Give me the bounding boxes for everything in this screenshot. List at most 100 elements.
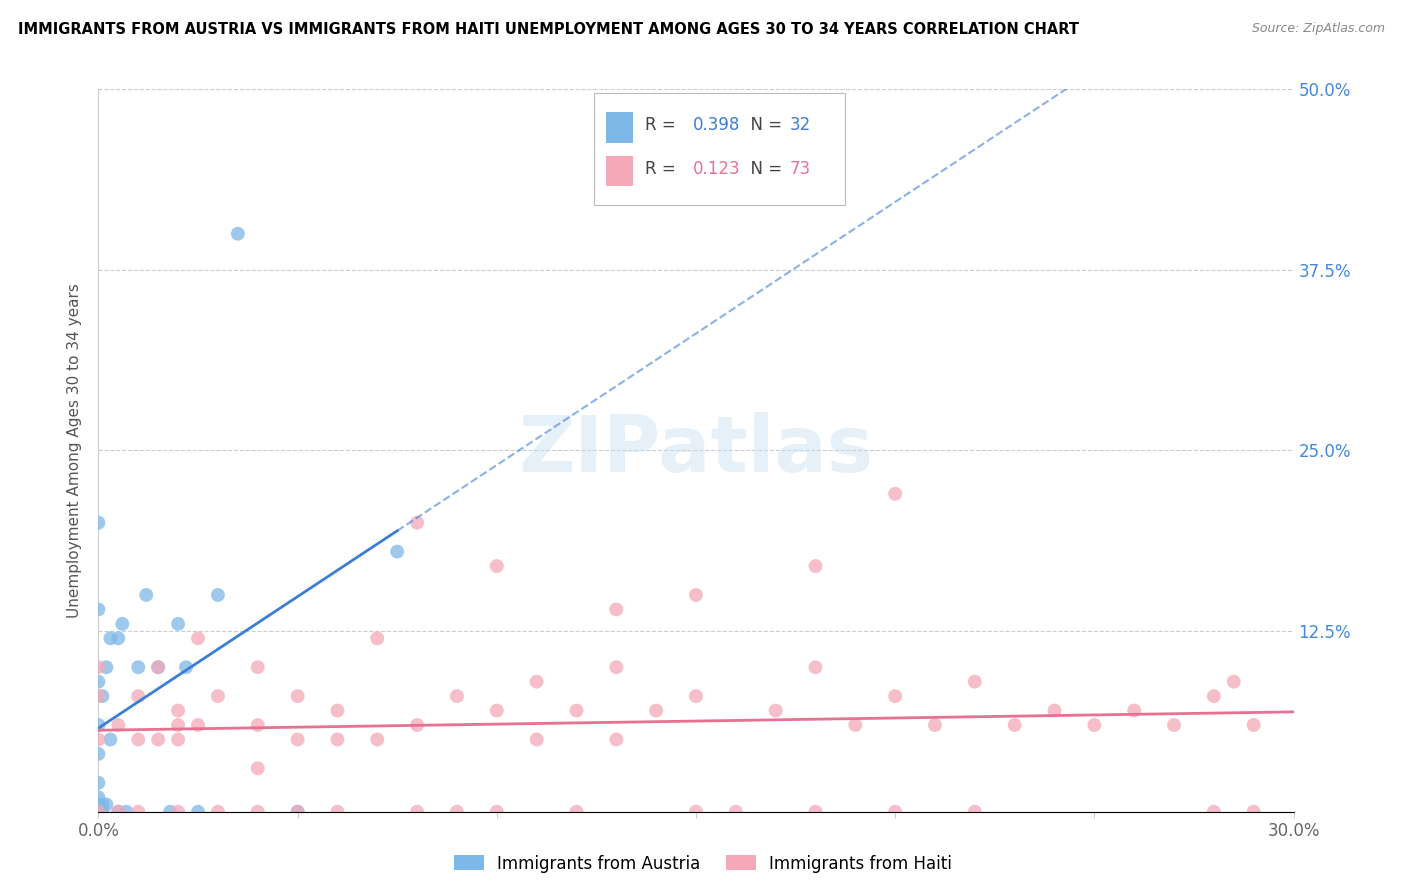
- Point: [565, 805, 588, 819]
- Point: [87, 516, 110, 530]
- Point: [87, 747, 110, 761]
- Point: [167, 704, 190, 718]
- Point: [605, 732, 627, 747]
- Point: [246, 660, 269, 674]
- Point: [287, 732, 309, 747]
- Point: [187, 632, 209, 646]
- Point: [685, 689, 707, 703]
- Legend: Immigrants from Austria, Immigrants from Haiti: Immigrants from Austria, Immigrants from…: [447, 848, 959, 880]
- Point: [87, 718, 110, 732]
- Text: 73: 73: [789, 160, 810, 178]
- Point: [1223, 674, 1246, 689]
- Text: ZIPatlas: ZIPatlas: [519, 412, 873, 489]
- Point: [107, 632, 129, 646]
- Text: 0.398: 0.398: [692, 116, 740, 135]
- Point: [127, 689, 149, 703]
- Point: [326, 704, 349, 718]
- Point: [148, 660, 170, 674]
- Point: [645, 704, 668, 718]
- Point: [226, 227, 249, 241]
- Point: [98, 632, 122, 646]
- Point: [115, 805, 138, 819]
- Point: [1123, 704, 1146, 718]
- Point: [924, 718, 946, 732]
- Point: [724, 805, 747, 819]
- Point: [246, 718, 269, 732]
- Point: [148, 660, 170, 674]
- Point: [98, 732, 122, 747]
- Point: [91, 797, 114, 812]
- Point: [207, 588, 229, 602]
- Point: [1083, 718, 1105, 732]
- Point: [287, 805, 309, 819]
- Point: [1202, 689, 1225, 703]
- FancyBboxPatch shape: [595, 93, 845, 205]
- Point: [187, 718, 209, 732]
- Point: [127, 805, 149, 819]
- Point: [96, 660, 118, 674]
- Point: [87, 689, 110, 703]
- Point: [107, 805, 129, 819]
- Point: [87, 776, 110, 790]
- Point: [207, 805, 229, 819]
- Text: R =: R =: [644, 116, 681, 135]
- Point: [884, 805, 907, 819]
- Point: [1202, 805, 1225, 819]
- Point: [366, 632, 388, 646]
- Point: [91, 689, 114, 703]
- Y-axis label: Unemployment Among Ages 30 to 34 years: Unemployment Among Ages 30 to 34 years: [67, 283, 83, 618]
- Point: [963, 674, 986, 689]
- Point: [804, 805, 827, 819]
- Point: [159, 805, 181, 819]
- Point: [804, 559, 827, 574]
- Point: [685, 805, 707, 819]
- Point: [135, 588, 157, 602]
- Point: [565, 704, 588, 718]
- Point: [446, 805, 468, 819]
- Point: [87, 732, 110, 747]
- Point: [111, 616, 134, 631]
- Point: [87, 797, 110, 812]
- Point: [287, 689, 309, 703]
- Point: [326, 732, 349, 747]
- Point: [446, 689, 468, 703]
- Point: [485, 704, 508, 718]
- Point: [287, 805, 309, 819]
- Point: [107, 805, 129, 819]
- Point: [1243, 718, 1265, 732]
- Text: N =: N =: [740, 116, 787, 135]
- Text: Source: ZipAtlas.com: Source: ZipAtlas.com: [1251, 22, 1385, 36]
- Point: [605, 602, 627, 616]
- Point: [87, 805, 110, 819]
- Point: [485, 805, 508, 819]
- FancyBboxPatch shape: [606, 156, 633, 186]
- Point: [96, 797, 118, 812]
- Point: [406, 718, 429, 732]
- Point: [87, 660, 110, 674]
- Point: [884, 689, 907, 703]
- Point: [685, 588, 707, 602]
- Point: [174, 660, 197, 674]
- Point: [91, 805, 114, 819]
- Point: [1004, 718, 1026, 732]
- FancyBboxPatch shape: [606, 112, 633, 143]
- Point: [385, 544, 409, 558]
- Point: [765, 704, 787, 718]
- Point: [1163, 718, 1185, 732]
- Point: [963, 805, 986, 819]
- Point: [87, 805, 110, 819]
- Point: [207, 689, 229, 703]
- Point: [87, 602, 110, 616]
- Point: [87, 790, 110, 805]
- Point: [1243, 805, 1265, 819]
- Point: [884, 487, 907, 501]
- Text: IMMIGRANTS FROM AUSTRIA VS IMMIGRANTS FROM HAITI UNEMPLOYMENT AMONG AGES 30 TO 3: IMMIGRANTS FROM AUSTRIA VS IMMIGRANTS FR…: [18, 22, 1080, 37]
- Point: [127, 732, 149, 747]
- Text: 0.123: 0.123: [692, 160, 740, 178]
- Point: [1043, 704, 1066, 718]
- Point: [148, 732, 170, 747]
- Point: [167, 732, 190, 747]
- Point: [167, 616, 190, 631]
- Point: [127, 660, 149, 674]
- Point: [526, 732, 548, 747]
